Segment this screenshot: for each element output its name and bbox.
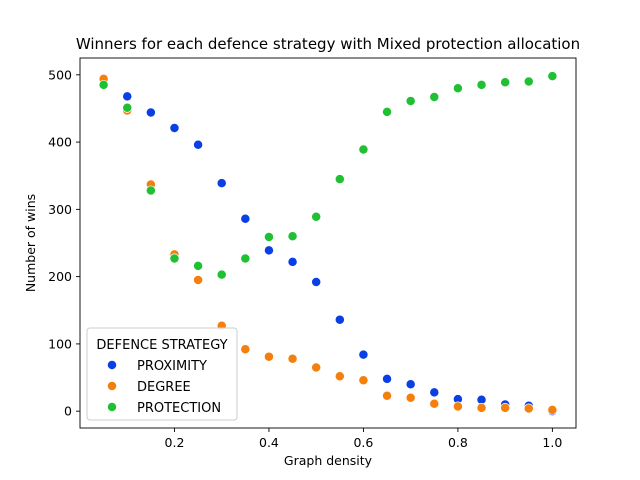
point-degree xyxy=(452,401,463,412)
point-degree xyxy=(547,404,558,415)
legend-label-protection: PROTECTION xyxy=(137,401,221,416)
point-protection xyxy=(216,269,227,280)
point-degree xyxy=(382,390,392,401)
point-protection xyxy=(240,253,251,264)
chart-title: Winners for each defence strategy with M… xyxy=(76,35,580,53)
point-proximity xyxy=(240,213,251,224)
point-degree xyxy=(334,371,345,382)
x-tick-label: 0.8 xyxy=(448,435,468,450)
point-proximity xyxy=(122,91,133,102)
point-proximity xyxy=(193,139,204,150)
y-axis-label: Number of wins xyxy=(23,194,38,292)
x-tick-label: 0.4 xyxy=(259,435,279,450)
point-proximity xyxy=(145,107,156,118)
point-proximity xyxy=(169,123,180,133)
point-proximity xyxy=(358,349,369,360)
point-degree xyxy=(264,351,274,362)
point-proximity xyxy=(382,373,392,384)
point-protection xyxy=(358,144,369,155)
y-tick-label: 400 xyxy=(48,135,72,150)
y-tick-label: 500 xyxy=(48,67,72,82)
point-degree xyxy=(476,402,487,413)
point-degree xyxy=(405,392,416,403)
point-protection xyxy=(452,83,463,94)
point-protection xyxy=(382,106,392,117)
legend-label-degree: DEGREE xyxy=(137,380,191,395)
x-axis-label: Graph density xyxy=(284,453,373,468)
point-degree xyxy=(358,375,369,386)
point-proximity xyxy=(216,178,227,189)
legend: DEFENCE STRATEGY PROXIMITY DEGREE PROTECTI… xyxy=(86,327,238,421)
legend-marker-protection xyxy=(107,402,117,412)
plot-area-frame xyxy=(79,57,577,429)
point-degree xyxy=(429,398,440,409)
point-protection xyxy=(476,79,487,90)
point-degree xyxy=(287,353,298,364)
point-protection xyxy=(547,71,558,82)
point-proximity xyxy=(429,387,440,398)
point-degree xyxy=(311,362,322,373)
legend-label-proximity: PROXIMITY xyxy=(137,359,207,374)
point-protection xyxy=(334,174,345,185)
point-protection xyxy=(405,96,416,107)
x-axis: 0.2 0.4 0.6 0.8 1.0 xyxy=(165,428,562,450)
point-protection xyxy=(264,231,274,242)
point-proximity xyxy=(264,245,274,256)
point-protection xyxy=(193,260,204,271)
point-protection xyxy=(523,76,534,87)
legend-title: DEFENCE STRATEGY xyxy=(96,338,227,353)
legend-marker-degree xyxy=(107,381,117,391)
point-proximity xyxy=(287,256,298,267)
y-tick-label: 100 xyxy=(48,336,72,351)
point-proximity xyxy=(334,314,345,325)
x-tick-label: 0.6 xyxy=(353,435,373,450)
y-tick-label: 300 xyxy=(48,202,72,217)
x-tick-label: 0.2 xyxy=(165,435,185,450)
legend-marker-proximity xyxy=(107,360,117,370)
point-protection xyxy=(98,79,109,90)
point-proximity xyxy=(311,277,322,287)
y-axis: 0 100 200 300 400 500 xyxy=(48,67,80,419)
x-tick-label: 1.0 xyxy=(542,435,562,450)
point-degree xyxy=(523,403,534,414)
y-tick-label: 200 xyxy=(48,269,72,284)
point-degree xyxy=(500,402,511,413)
point-protection xyxy=(122,102,133,113)
legend-box xyxy=(86,327,238,421)
point-protection xyxy=(145,185,156,196)
point-protection xyxy=(500,77,511,88)
point-protection xyxy=(287,231,298,242)
point-degree xyxy=(193,275,204,285)
point-proximity xyxy=(405,379,416,390)
data-points xyxy=(98,71,558,417)
point-degree xyxy=(240,344,251,355)
point-protection xyxy=(169,253,180,264)
y-tick-label: 0 xyxy=(64,404,72,419)
point-protection xyxy=(429,92,440,102)
point-protection xyxy=(311,211,322,222)
